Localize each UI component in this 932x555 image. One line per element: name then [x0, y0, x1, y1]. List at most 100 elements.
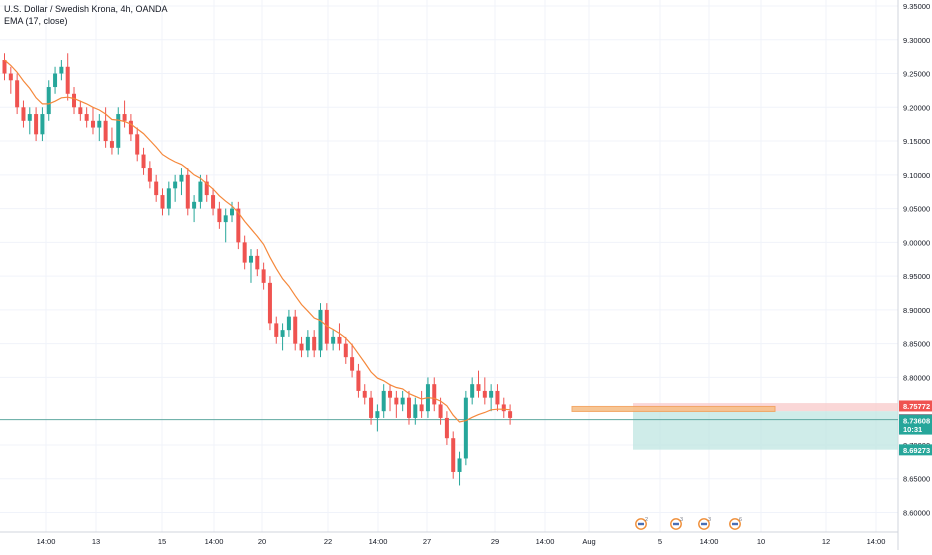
candle-body[interactable]: [444, 417, 449, 439]
candle-body[interactable]: [84, 114, 89, 121]
candle-body[interactable]: [147, 168, 152, 182]
candle-body[interactable]: [375, 411, 380, 418]
indicator-label[interactable]: EMA (17, close): [4, 16, 68, 26]
candle-body[interactable]: [337, 336, 342, 344]
event-flag-stripe: [701, 522, 707, 526]
candle-body[interactable]: [160, 195, 165, 209]
candle-body[interactable]: [236, 208, 241, 243]
candle-body[interactable]: [141, 154, 146, 169]
x-tick-label: 5: [658, 537, 662, 546]
candle-body[interactable]: [280, 330, 285, 337]
candle-body[interactable]: [230, 208, 235, 216]
candle-body[interactable]: [198, 181, 203, 202]
y-tick-label: 8.95000: [903, 272, 930, 281]
candle-body[interactable]: [495, 390, 500, 405]
take-profit-zone[interactable]: [633, 411, 898, 450]
candle-body[interactable]: [255, 255, 260, 270]
candle-body[interactable]: [78, 107, 83, 115]
candle-body[interactable]: [463, 397, 468, 459]
price-label-stop: 8.75772: [903, 402, 930, 411]
candle-body[interactable]: [15, 80, 20, 108]
candle-body[interactable]: [413, 404, 418, 418]
candle-body[interactable]: [318, 309, 323, 351]
price-label-target-bg: [899, 444, 932, 456]
candle-body[interactable]: [242, 242, 247, 263]
event-count-label: 2: [645, 517, 648, 523]
ema-line[interactable]: [4, 59, 511, 423]
candle-body[interactable]: [116, 114, 121, 148]
candle-body[interactable]: [21, 107, 26, 121]
y-tick-label: 9.15000: [903, 137, 930, 146]
candle-body[interactable]: [343, 343, 348, 358]
candle-body[interactable]: [204, 181, 209, 196]
candle-body[interactable]: [154, 181, 159, 196]
candle-body[interactable]: [267, 282, 272, 324]
candle-body[interactable]: [457, 458, 462, 472]
candle-body[interactable]: [508, 411, 513, 418]
candle-body[interactable]: [34, 114, 39, 135]
candle-body[interactable]: [53, 73, 58, 88]
price-label-stop-bg: [899, 400, 932, 412]
candle-body[interactable]: [97, 120, 102, 128]
candle-body[interactable]: [217, 208, 222, 223]
candle-body[interactable]: [40, 114, 45, 135]
candle-body[interactable]: [470, 384, 475, 398]
candle-body[interactable]: [90, 120, 95, 128]
candle-body[interactable]: [432, 384, 437, 405]
candle-body[interactable]: [223, 215, 228, 223]
candle-body[interactable]: [369, 397, 374, 418]
candle-body[interactable]: [135, 134, 140, 155]
price-label-countdown-bg: [899, 423, 932, 435]
candle-body[interactable]: [419, 404, 424, 412]
candle-body[interactable]: [122, 114, 127, 121]
candle-body[interactable]: [286, 316, 291, 331]
candle-body[interactable]: [192, 201, 197, 209]
candle-body[interactable]: [72, 93, 77, 108]
candle-body[interactable]: [59, 66, 64, 74]
event-count-label: 3: [708, 517, 711, 523]
candle-body[interactable]: [438, 404, 443, 418]
candle-body[interactable]: [293, 316, 298, 344]
candle-body[interactable]: [362, 390, 367, 398]
candle-body[interactable]: [394, 397, 399, 405]
candle-body[interactable]: [27, 114, 32, 121]
candle-body[interactable]: [211, 195, 216, 209]
symbol-title[interactable]: U.S. Dollar / Swedish Krona, 4h, OANDA: [4, 4, 168, 14]
candle-body[interactable]: [331, 336, 336, 344]
candle-body[interactable]: [46, 87, 51, 115]
candle-body[interactable]: [501, 404, 506, 412]
y-tick-label: 9.00000: [903, 238, 930, 247]
candle-body[interactable]: [305, 336, 310, 351]
candle-body[interactable]: [179, 174, 184, 182]
candle-body[interactable]: [185, 174, 190, 209]
candle-body[interactable]: [128, 120, 133, 135]
candle-body[interactable]: [381, 390, 386, 412]
candle-body[interactable]: [388, 390, 393, 398]
candle-body[interactable]: [261, 269, 266, 283]
x-tick-label: 13: [92, 537, 100, 546]
candle-body[interactable]: [400, 397, 405, 405]
candle-body[interactable]: [248, 255, 253, 263]
candle-body[interactable]: [476, 384, 481, 391]
candle-body[interactable]: [8, 73, 13, 81]
candle-body[interactable]: [489, 390, 494, 398]
candle-body[interactable]: [173, 181, 178, 189]
candle-body[interactable]: [109, 141, 114, 148]
x-tick-label: 20: [258, 537, 266, 546]
candle-body[interactable]: [312, 336, 317, 351]
candle-body[interactable]: [406, 397, 411, 418]
entry-box[interactable]: [571, 405, 776, 412]
candle-body[interactable]: [166, 188, 171, 209]
candle-body[interactable]: [103, 120, 108, 142]
candle-body[interactable]: [451, 438, 456, 472]
candle-body[interactable]: [482, 390, 487, 398]
candle-body[interactable]: [350, 357, 355, 371]
candle-body[interactable]: [2, 60, 7, 74]
candle-body[interactable]: [356, 370, 361, 391]
candle-body[interactable]: [65, 66, 70, 94]
candle-body[interactable]: [299, 343, 304, 351]
price-label-target: 8.69273: [903, 446, 930, 455]
candle-body[interactable]: [274, 323, 279, 337]
